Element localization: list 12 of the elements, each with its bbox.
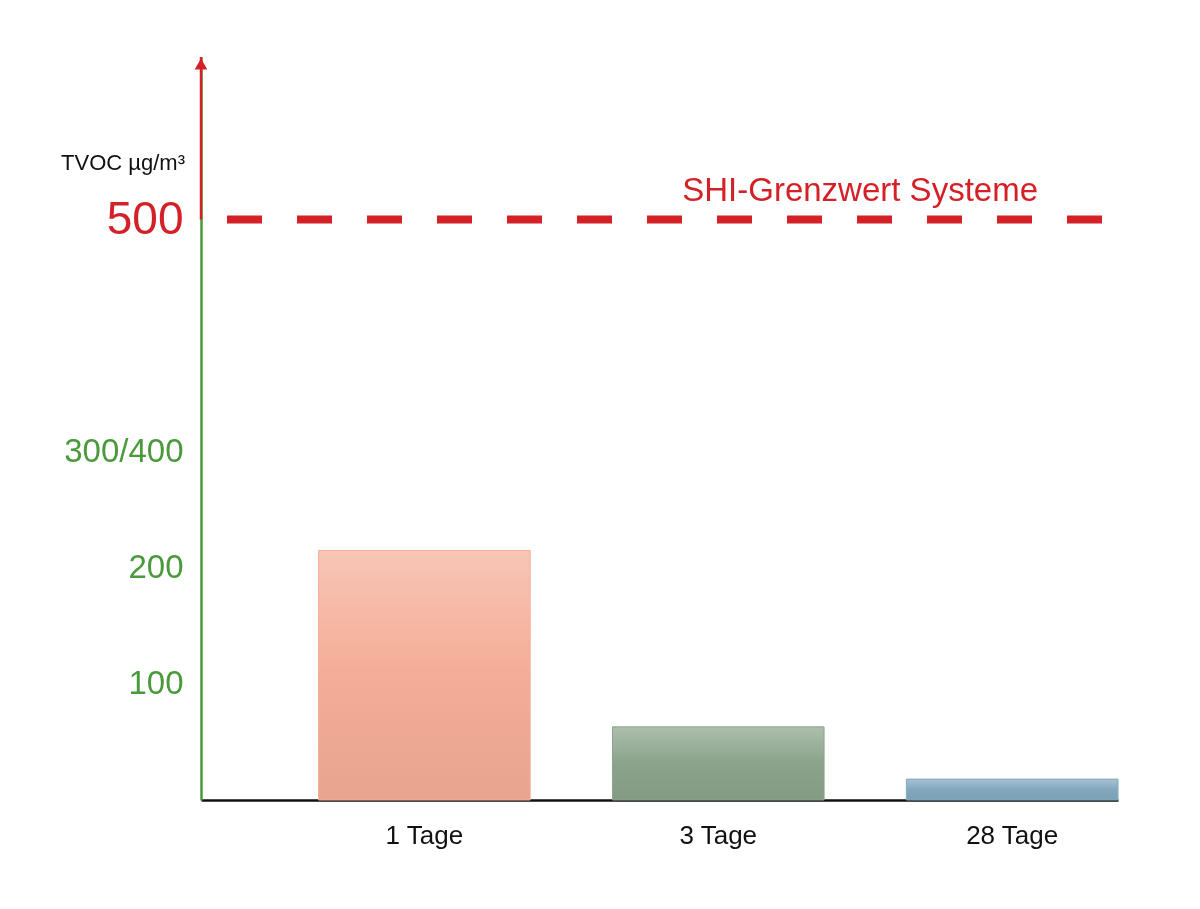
bar bbox=[905, 778, 1119, 801]
y-tick-label: 200 bbox=[128, 548, 184, 586]
ref-line-label: SHI-Grenzwert Systeme bbox=[682, 170, 1038, 208]
y-tick-label: 100 bbox=[128, 664, 184, 702]
bar bbox=[318, 549, 531, 801]
x-tick-label: 3 Tage bbox=[679, 819, 758, 850]
y-tick-label: 500 bbox=[106, 192, 184, 245]
y-axis-title: TVOC µg/m³ bbox=[61, 149, 185, 175]
x-tick-label: 28 Tage bbox=[966, 819, 1059, 850]
bar bbox=[611, 726, 825, 801]
x-tick-label: 1 Tage bbox=[385, 819, 464, 850]
y-tick-label: 300/400 bbox=[64, 432, 184, 470]
